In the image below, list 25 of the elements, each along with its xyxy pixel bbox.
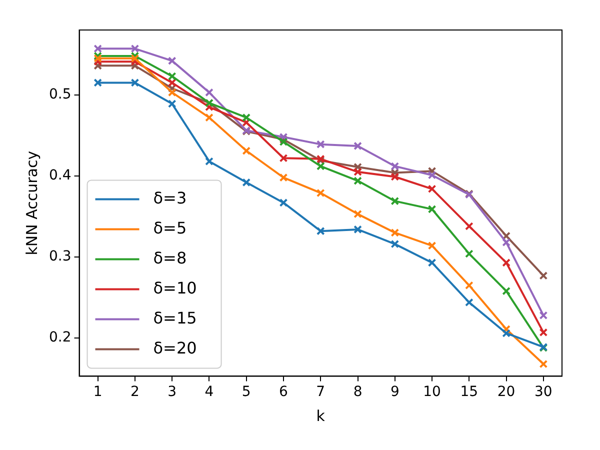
y-tick-label: 0.4 bbox=[49, 168, 72, 184]
x-tick-label: 6 bbox=[279, 384, 288, 400]
y-axis-title: kNN Accuracy bbox=[22, 150, 41, 256]
x-axis-title: k bbox=[316, 406, 326, 425]
x-tick-label: 10 bbox=[423, 384, 441, 400]
x-tick-label: 9 bbox=[390, 384, 400, 400]
x-tick-label: 5 bbox=[242, 384, 251, 400]
x-tick-label: 8 bbox=[353, 384, 362, 400]
x-tick-label: 3 bbox=[168, 384, 177, 400]
x-tick-label: 7 bbox=[316, 384, 326, 400]
y-tick-label: 0.3 bbox=[49, 248, 72, 265]
legend-label: δ=20 bbox=[153, 338, 197, 358]
x-tick-label: 15 bbox=[460, 384, 478, 400]
legend-label: δ=8 bbox=[153, 248, 187, 268]
legend-label: δ=3 bbox=[153, 188, 187, 208]
y-tick-label: 0.2 bbox=[49, 330, 72, 346]
legend-label: δ=10 bbox=[153, 278, 197, 298]
y-tick-label: 0.5 bbox=[49, 86, 72, 102]
x-tick-label: 1 bbox=[93, 384, 102, 400]
x-tick-label: 20 bbox=[497, 384, 516, 400]
legend-label: δ=5 bbox=[153, 218, 187, 238]
x-tick-label: 2 bbox=[130, 384, 140, 400]
legend-label: δ=15 bbox=[153, 308, 197, 328]
x-tick-label: 30 bbox=[534, 384, 552, 400]
x-tick-label: 4 bbox=[204, 384, 214, 400]
